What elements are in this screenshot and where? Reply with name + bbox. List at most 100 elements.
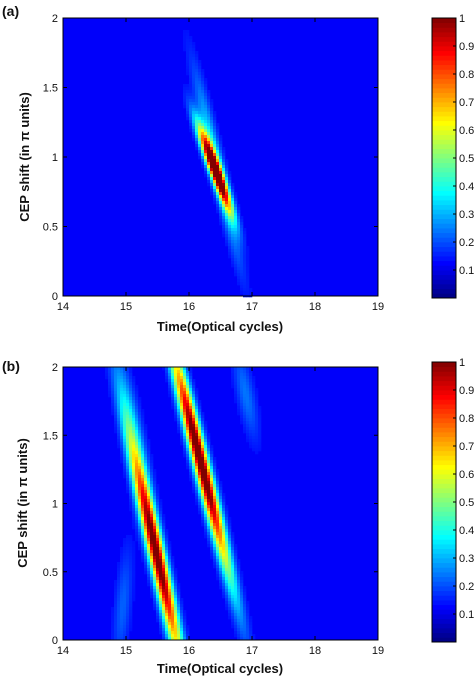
colorbar-segment [432, 576, 456, 582]
x-tick-label: 19 [372, 301, 384, 313]
y-tick-label: 2 [52, 362, 58, 374]
colorbar-segment [432, 558, 456, 564]
colorbar-segment [432, 60, 456, 66]
colorbar-segment [432, 270, 456, 276]
colorbar-tick-label: 0.1 [459, 265, 474, 277]
colorbar-tick-label: 0.8 [459, 413, 474, 425]
x-tick-label: 16 [183, 645, 195, 657]
colorbar-tick-label: 0.4 [459, 181, 474, 193]
colorbar-segment [432, 492, 456, 498]
panel-b-label: (b) [2, 358, 20, 374]
colorbar-segment [432, 246, 456, 252]
colorbar-segment [432, 413, 456, 419]
colorbar-segment [432, 586, 456, 592]
colorbar-segment [432, 218, 456, 224]
colorbar-segment [432, 50, 456, 56]
colorbar-segment [432, 242, 456, 248]
colorbar-tick-label: 0.2 [459, 581, 474, 593]
colorbar-segment [432, 422, 456, 428]
x-tick-label: 14 [57, 301, 69, 313]
colorbar-segment [432, 548, 456, 554]
colorbar-segment [432, 134, 456, 140]
colorbar-segment [432, 516, 456, 522]
colorbar-segment [432, 167, 456, 173]
colorbar-segment [432, 97, 456, 103]
colorbar-segment [432, 469, 456, 475]
panel-b-y-axis-label: CEP shift (in π units) [15, 438, 30, 568]
colorbar-segment [432, 497, 456, 503]
x-tick-label: 15 [120, 645, 132, 657]
colorbar-tick-label: 0.3 [459, 553, 474, 565]
colorbar-segment [432, 544, 456, 550]
colorbar-segment [432, 390, 456, 396]
panel-b-heatmap [63, 367, 378, 641]
colorbar-tick-label: 0.1 [459, 609, 474, 621]
colorbar-segment [432, 478, 456, 484]
x-tick-label: 19 [372, 645, 384, 657]
colorbar-segment [432, 284, 456, 290]
colorbar-segment [432, 181, 456, 187]
colorbar-segment [432, 455, 456, 461]
colorbar-segment [432, 204, 456, 210]
colorbar-segment [432, 214, 456, 220]
colorbar-segment [432, 88, 456, 94]
colorbar-segment [432, 474, 456, 480]
colorbar-segment [432, 385, 456, 391]
colorbar-segment [432, 366, 456, 372]
colorbar-tick-label: 1 [459, 13, 465, 25]
colorbar-segment [432, 209, 456, 215]
colorbar-segment [432, 441, 456, 447]
colorbar-segment [432, 446, 456, 452]
panel-b: (b) 14 15 16 17 18 19 0 0.5 1 1.5 2 Time(Optical … [2, 357, 474, 676]
colorbar-segment [432, 111, 456, 117]
colorbar-segment [432, 408, 456, 414]
colorbar-segment [432, 418, 456, 424]
colorbar-segment [432, 158, 456, 164]
x-tick-label: 16 [183, 301, 195, 313]
colorbar-segment [432, 148, 456, 154]
colorbar-segment [432, 69, 456, 75]
colorbar-segment [432, 190, 456, 196]
panel-a-y-axis-label: CEP shift (in π units) [17, 92, 32, 222]
colorbar-segment [432, 55, 456, 61]
colorbar-segment [432, 572, 456, 578]
x-tick-label: 15 [120, 301, 132, 313]
colorbar-segment [432, 274, 456, 280]
colorbar-tick-label: 1 [459, 357, 465, 369]
panel-a-label: (a) [2, 3, 19, 19]
colorbar-segment [432, 120, 456, 126]
colorbar-segment [432, 511, 456, 517]
colorbar-segment [432, 139, 456, 145]
colorbar-segment [432, 83, 456, 89]
panel-b-y-ticks: 0 0.5 1 1.5 2 [43, 362, 378, 647]
colorbar-segment [432, 162, 456, 168]
colorbar-tick-label: 0.2 [459, 237, 474, 249]
colorbar-segment [432, 232, 456, 238]
colorbar-tick-label: 0.7 [459, 441, 474, 453]
x-tick-label: 18 [309, 645, 321, 657]
colorbar-segment [432, 144, 456, 150]
colorbar-tick-label: 0.9 [459, 41, 474, 53]
x-tick-label: 17 [246, 645, 258, 657]
colorbar-segment [432, 279, 456, 285]
colorbar-segment [432, 46, 456, 52]
colorbar-segment [432, 567, 456, 573]
panel-a-x-axis-label: Time(Optical cycles) [157, 319, 283, 334]
colorbar-segment [432, 265, 456, 271]
colorbar-segment [432, 36, 456, 42]
colorbar-segment [432, 483, 456, 489]
colorbar-segment [432, 581, 456, 587]
colorbar-segment [432, 260, 456, 266]
colorbar-segment [432, 41, 456, 47]
colorbar-tick-label: 0.5 [459, 497, 474, 509]
y-tick-label: 0.5 [43, 222, 58, 234]
panel-a: (a) 14 15 16 17 18 19 0 0.5 1 1.5 2 Time(Optical … [2, 3, 474, 334]
colorbar-segment [432, 436, 456, 442]
colorbar-segment [432, 74, 456, 80]
colorbar-segment [432, 27, 456, 33]
panel-b-colorbar: 0.1 0.2 0.3 0.4 0.5 0.6 0.7 0.8 0.9 1 [431, 357, 474, 643]
colorbar-tick-label: 0.8 [459, 69, 474, 81]
y-tick-label: 2 [52, 13, 58, 25]
colorbar-tick-label: 0.6 [459, 469, 474, 481]
